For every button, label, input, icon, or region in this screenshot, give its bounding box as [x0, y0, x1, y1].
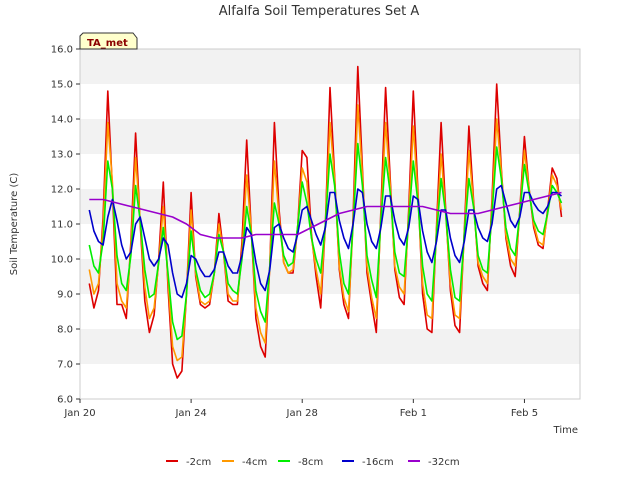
x-tick-label: Feb 1	[400, 408, 427, 419]
legend-label: -2cm	[186, 457, 211, 468]
legend-label: -8cm	[298, 457, 323, 468]
grid-band	[80, 294, 580, 329]
grid-band	[80, 364, 580, 399]
y-tick-label: 13.0	[51, 150, 73, 161]
y-tick-label: 11.0	[51, 220, 73, 231]
y-axis-label: Soil Temperature (C)	[9, 173, 20, 276]
y-tick-label: 8.0	[57, 325, 73, 336]
grid-band	[80, 329, 580, 364]
y-tick-label: 14.0	[51, 115, 73, 126]
site-badge-box	[79, 32, 138, 50]
x-tick-label: Feb 5	[511, 408, 538, 419]
legend-label: -16cm	[362, 457, 394, 468]
grid-band	[80, 49, 580, 84]
series-lines	[88, 65, 563, 379]
legend-label: -32cm	[428, 457, 460, 468]
legend: -2cm -4cm -8cm -16cm -32cm	[166, 457, 460, 468]
chart-title: Alfalfa Soil Temperatures Set A	[219, 4, 420, 19]
x-tick-label: Jan 20	[63, 408, 95, 419]
grid-band	[80, 259, 580, 294]
y-tick-label: 9.0	[57, 290, 73, 301]
y-tick-label: 6.0	[57, 395, 73, 406]
x-axis-ticks: Jan 20 Jan 24 Jan 28 Feb 1 Feb 5	[63, 399, 538, 419]
series-line-32cmcm-depth	[89, 191, 562, 239]
x-tick-label: Jan 24	[174, 408, 206, 419]
y-axis-ticks: 6.0 7.0 8.0 9.0 10.0 11.0 12.0 13.0 14.0 15.0 16.0	[51, 45, 80, 406]
site-badge-label: TA_met	[87, 38, 128, 49]
x-tick-label: Jan 28	[286, 408, 318, 419]
y-tick-label: 15.0	[51, 80, 73, 91]
y-tick-label: 12.0	[51, 185, 73, 196]
site-badge: TA_met	[79, 32, 138, 50]
legend-label: -4cm	[242, 457, 267, 468]
y-tick-label: 16.0	[51, 45, 73, 56]
series-line-16cmcm-depth	[88, 184, 562, 299]
y-tick-label: 10.0	[51, 255, 73, 266]
y-tick-label: 7.0	[57, 360, 73, 371]
x-axis-label: Time	[553, 425, 578, 436]
